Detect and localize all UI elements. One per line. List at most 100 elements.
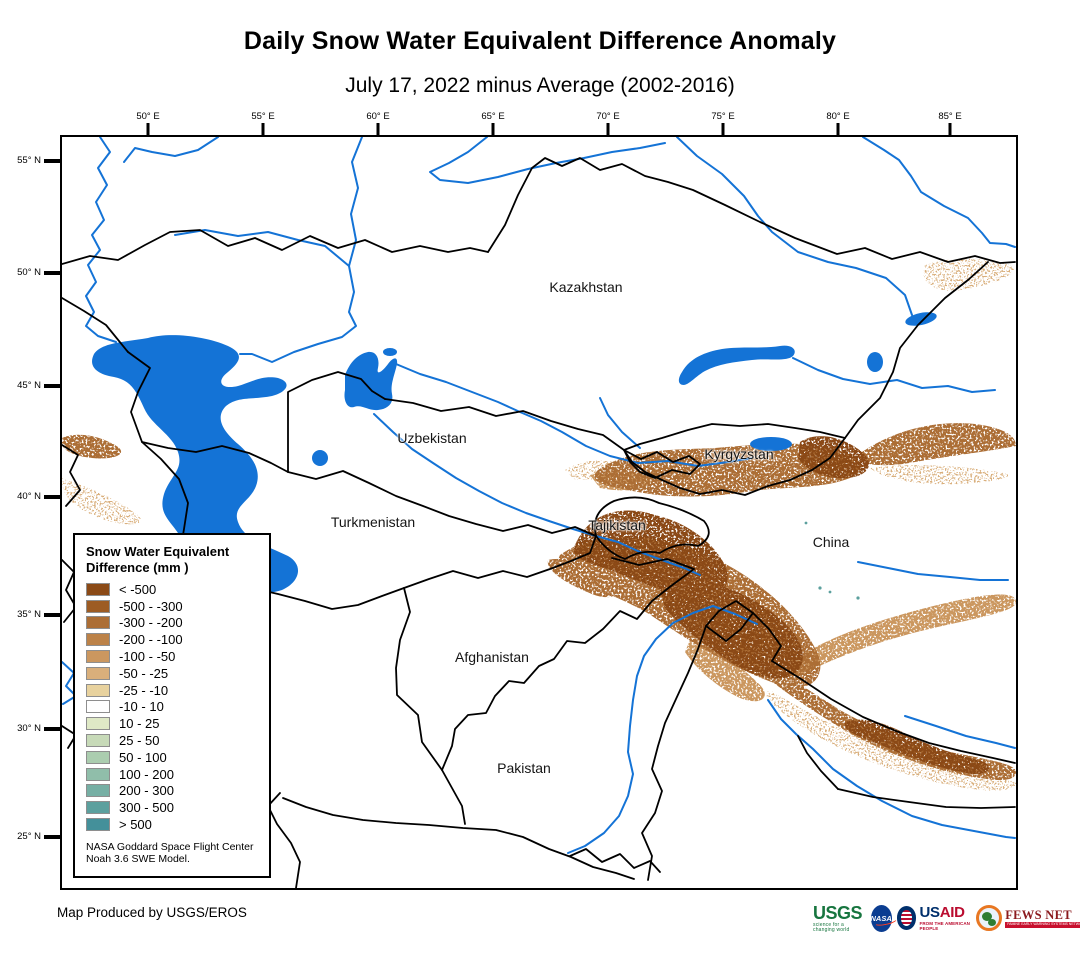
longitude-tick	[146, 123, 150, 135]
country-label-kyrgyzstan: Kyrgyzstan	[704, 446, 774, 462]
latitude-tick	[44, 271, 60, 275]
legend-row: -200 - -100	[86, 631, 263, 648]
border-afghanistan-pakistan	[441, 557, 695, 771]
latitude-label: 25° N	[17, 830, 41, 842]
usaid-seal-icon	[896, 906, 917, 930]
legend-label: -10 - 10	[119, 699, 164, 715]
latitude-tick	[44, 159, 60, 163]
border-iran-pakistan-south	[441, 769, 466, 825]
latitude-tick	[44, 835, 60, 839]
border-kazakhstan-turkmenistan	[141, 441, 289, 473]
positive-dot	[828, 590, 832, 594]
longitude-tick	[261, 123, 265, 135]
legend-row: -10 - 10	[86, 699, 263, 716]
legend-swatch	[86, 616, 110, 630]
legend-swatch	[86, 633, 110, 647]
legend-swatch	[86, 599, 110, 613]
border-russia-kazakhstan-west	[62, 229, 489, 265]
longitude-tick	[721, 123, 725, 135]
country-label-afghanistan: Afghanistan	[455, 649, 529, 665]
latitude-tick	[44, 384, 60, 388]
river-irtysh	[676, 137, 913, 316]
country-label-uzbekistan: Uzbekistan	[397, 430, 467, 446]
longitude-tick	[606, 123, 610, 135]
legend-row: -500 - -300	[86, 598, 263, 615]
anomaly-kunlun-band	[787, 594, 1016, 675]
anomaly-himalaya-fringe	[766, 690, 1016, 791]
border-kyrgyzstan-south	[623, 437, 846, 496]
border-india-nepal-south	[837, 788, 1016, 809]
latitude-tick	[44, 727, 60, 731]
coastline-indus-delta	[569, 848, 661, 873]
border-kashmir-china	[752, 612, 782, 662]
anomaly-altai	[923, 258, 1015, 291]
border-russia-kazakhstan-east	[487, 157, 1016, 264]
anomaly-hindukush	[547, 558, 618, 598]
usgs-wordmark: USGS	[813, 902, 863, 923]
legend-label: 200 - 300	[119, 783, 174, 799]
legend-source-line2: Noah 3.6 SWE Model.	[86, 853, 190, 866]
border-pakistan-india	[641, 625, 707, 881]
positive-dot	[818, 586, 822, 590]
legend-label: -25 - -10	[119, 682, 169, 698]
border-uzbekistan-turkmenistan	[287, 470, 597, 537]
border-kazakhstan-uzbekistan-west	[287, 371, 386, 473]
legend-box: Snow Water Equivalent Difference (mm ) <…	[73, 533, 271, 878]
legend-label: 100 - 200	[119, 766, 174, 782]
country-label-china: China	[812, 534, 850, 550]
legend-label: -300 - -200	[119, 615, 183, 631]
legend-row: 25 - 50	[86, 732, 263, 749]
fewsnet-name: FEWS NET	[1005, 907, 1072, 922]
legend-label: -200 - -100	[119, 632, 183, 648]
river-syr-darya	[395, 363, 753, 467]
legend-label: < -500	[119, 581, 157, 597]
positive-dot	[804, 521, 808, 525]
longitude-label: 70° E	[596, 111, 620, 122]
fewsnet-logo: FEWS NET FAMINE EARLY WARNING SYSTEMS NE…	[976, 905, 1080, 931]
legend-row: -25 - -10	[86, 682, 263, 699]
globe-landmass	[982, 912, 993, 921]
country-label-turkmenistan: Turkmenistan	[330, 514, 416, 530]
legend-label: 300 - 500	[119, 800, 174, 816]
nasa-wordmark: NASA	[870, 913, 892, 923]
longitude-tick	[491, 123, 495, 135]
map-credit: Map Produced by USGS/EROS	[57, 905, 247, 920]
legend-row: 10 - 25	[86, 715, 263, 732]
usaid-logo: USAID FROM THE AMERICAN PEOPLE	[896, 904, 971, 931]
border-russia-caucasus	[62, 297, 129, 353]
snow-anomaly-negative-regions	[62, 258, 1016, 791]
aral-sea	[344, 351, 398, 411]
legend-label: -50 - -25	[119, 665, 169, 681]
border-turkmenistan-iran	[251, 587, 405, 610]
legend-label: 50 - 100	[119, 749, 167, 765]
lake-sarygamysh	[312, 450, 328, 466]
latitude-tick	[44, 495, 60, 499]
border-caucasus-south	[62, 559, 77, 623]
border-tajikistan	[593, 496, 710, 560]
legend-label: -500 - -300	[119, 598, 183, 614]
latitude-label: 55° N	[17, 154, 41, 166]
latitude-tick	[44, 613, 60, 617]
river-tarim	[857, 561, 1009, 581]
legend-row: -50 - -25	[86, 665, 263, 682]
river-ili	[792, 357, 996, 393]
longitude-tick	[376, 123, 380, 135]
fewsnet-globe-icon	[976, 905, 1003, 931]
legend-swatch	[86, 818, 110, 832]
river-amu-darya	[373, 413, 619, 543]
country-label-kazakhstan: Kazakhstan	[549, 279, 623, 295]
legend-swatch	[86, 650, 110, 664]
legend-label: -100 - -50	[119, 649, 176, 665]
usaid-us-text: US	[919, 904, 940, 921]
page-title: Daily Snow Water Equivalent Difference A…	[243, 27, 837, 55]
legend-label: 25 - 50	[119, 733, 160, 749]
coastline-gulf-west	[267, 792, 301, 888]
legend-swatch	[86, 784, 110, 798]
anomaly-tienshan-south-fringe	[870, 465, 1009, 485]
legend-swatch	[86, 582, 110, 596]
legend-row: 200 - 300	[86, 783, 263, 800]
snow-anomaly-positive-dots	[804, 521, 860, 600]
usaid-tagline: FROM THE AMERICAN PEOPLE	[919, 921, 971, 931]
fewsnet-wordmark: FEWS NET FAMINE EARLY WARNING SYSTEMS NE…	[1005, 907, 1080, 928]
anomaly-pamir-core	[573, 510, 728, 599]
